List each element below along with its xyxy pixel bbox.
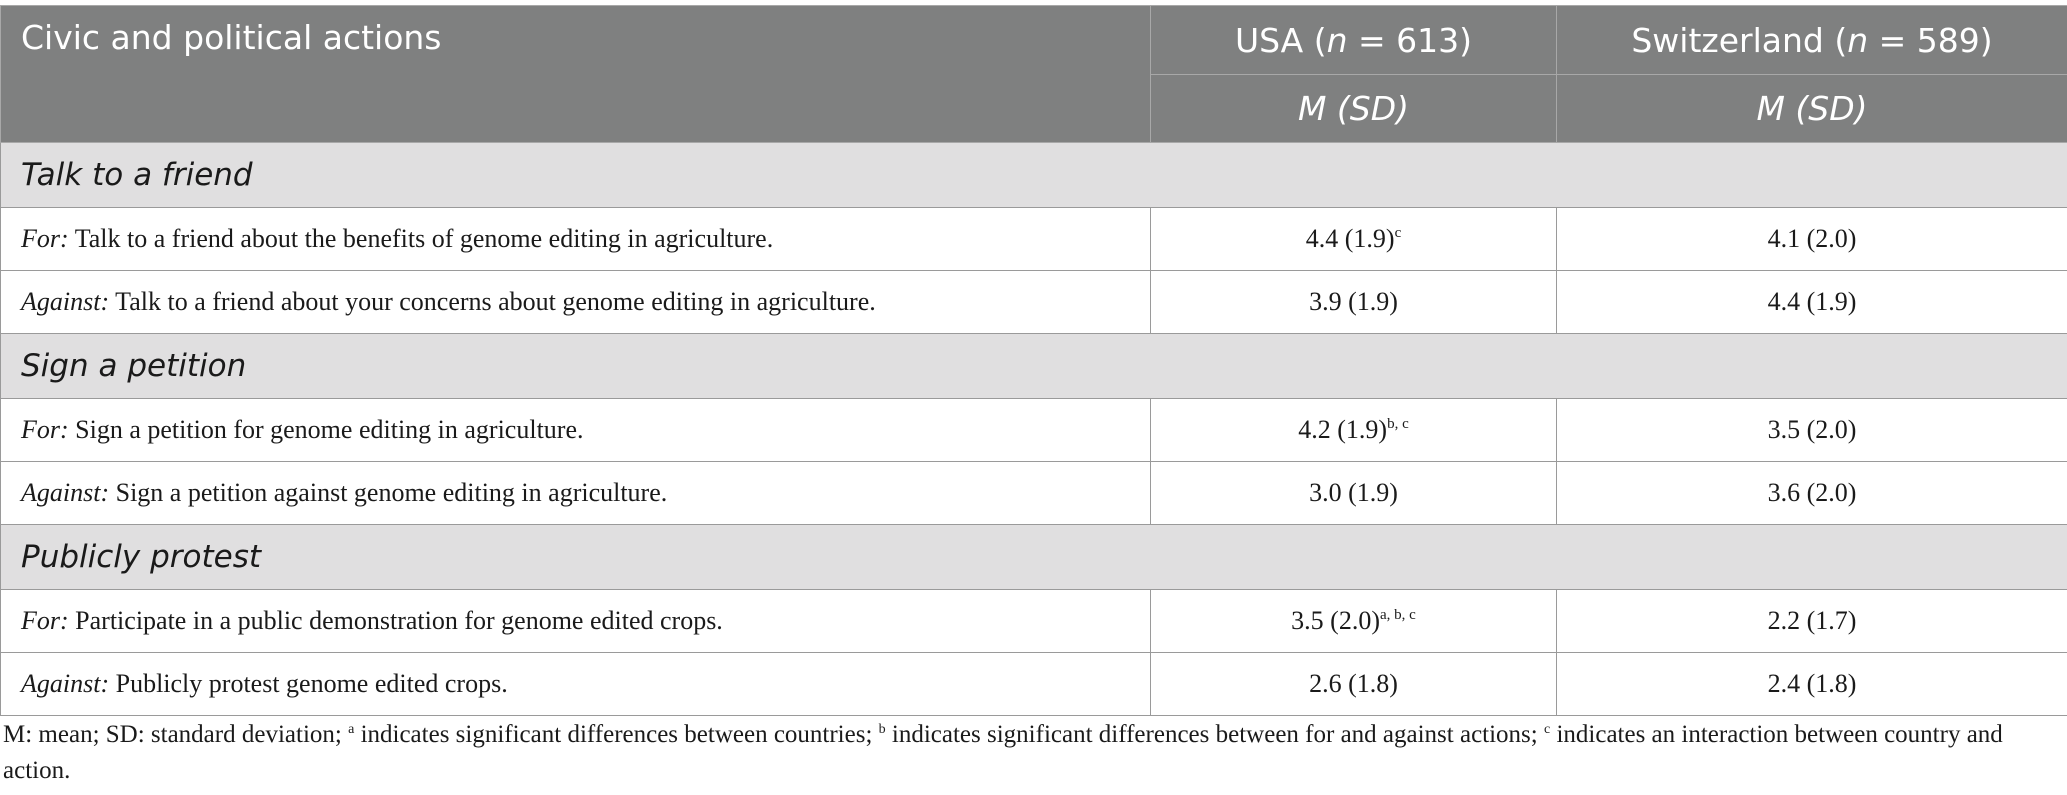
usa-footnote-marker: a, b, c	[1380, 607, 1416, 623]
usa-value-cell: 3.9 (1.9)	[1150, 270, 1557, 334]
table-row: For: Sign a petition for genome editing …	[0, 398, 2067, 462]
usa-value-cell: 2.6 (1.8)	[1150, 652, 1557, 716]
action-text: Talk to a friend about the benefits of g…	[68, 224, 774, 253]
action-text: Sign a petition against genome editing i…	[109, 478, 668, 507]
usa-footnote-marker: c	[1394, 225, 1402, 241]
section-row-protest: Publicly protest	[0, 524, 2067, 590]
stance-label: For:	[21, 415, 69, 444]
table-row: For: Talk to a friend about the benefits…	[0, 207, 2067, 271]
usa-value-cell: 4.2 (1.9)b, c	[1150, 398, 1557, 462]
table-row: Against: Sign a petition against genome …	[0, 461, 2067, 525]
usa-value: 4.4 (1.9)	[1305, 224, 1395, 253]
swiss-value: 2.2 (1.7)	[1556, 589, 2067, 653]
header-switzerland: Switzerland (n = 589)	[1556, 5, 2067, 75]
header-actions: Civic and political actions	[0, 5, 1151, 143]
header-usa-suffix: = 613)	[1347, 20, 1473, 60]
table-footnote: M: mean; SD: standard deviation; a indic…	[3, 717, 2033, 789]
action-cell: Against: Talk to a friend about your con…	[0, 270, 1151, 334]
stance-label: Against:	[21, 478, 110, 507]
action-text: Talk to a friend about your concerns abo…	[109, 287, 876, 316]
header-usa: USA (n = 613)	[1150, 5, 1557, 75]
section-title: Sign a petition	[0, 333, 2067, 399]
stance-label: Against:	[21, 287, 110, 316]
footnote-text: M: mean; SD: standard deviation;	[3, 721, 349, 748]
usa-value: 2.6 (1.8)	[1309, 669, 1398, 698]
stance-label: For:	[21, 606, 69, 635]
footnote-marker-c: c	[1543, 722, 1551, 737]
header-usa-n: n	[1326, 20, 1348, 60]
action-cell: Against: Sign a petition against genome …	[0, 461, 1151, 525]
usa-value-cell: 4.4 (1.9)c	[1150, 207, 1557, 271]
action-cell: For: Sign a petition for genome editing …	[0, 398, 1151, 462]
header-switzerland-suffix: = 589)	[1868, 20, 1993, 60]
header-switzerland-prefix: Switzerland (	[1631, 20, 1848, 60]
header-usa-prefix: USA (	[1234, 20, 1327, 60]
section-row-petition: Sign a petition	[0, 333, 2067, 399]
usa-value: 3.5 (2.0)	[1291, 606, 1380, 635]
section-row-talk: Talk to a friend	[0, 142, 2067, 208]
swiss-value: 3.5 (2.0)	[1556, 398, 2067, 462]
subheader-switzerland: M (SD)	[1556, 74, 2067, 143]
swiss-value: 4.4 (1.9)	[1556, 270, 2067, 334]
usa-value-cell: 3.5 (2.0)a, b, c	[1150, 589, 1557, 653]
usa-value-cell: 3.0 (1.9)	[1150, 461, 1557, 525]
action-cell: Against: Publicly protest genome edited …	[0, 652, 1151, 716]
action-cell: For: Participate in a public demonstrati…	[0, 589, 1151, 653]
header-switzerland-n: n	[1847, 20, 1869, 60]
section-title: Talk to a friend	[0, 142, 2067, 208]
swiss-value: 4.1 (2.0)	[1556, 207, 2067, 271]
subheader-row: M (SD) M (SD)	[1, 74, 2067, 143]
action-text: Sign a petition for genome editing in ag…	[68, 415, 584, 444]
results-table: Civic and political actions USA (n = 613…	[0, 5, 2067, 716]
stance-label: For:	[21, 224, 69, 253]
action-cell: For: Talk to a friend about the benefits…	[0, 207, 1151, 271]
footnote-text: indicates an interaction between country…	[3, 721, 2003, 784]
footnote-marker-a: a	[348, 722, 355, 737]
table-row: Against: Talk to a friend about your con…	[0, 270, 2067, 334]
usa-value: 3.9 (1.9)	[1309, 287, 1398, 316]
swiss-value: 3.6 (2.0)	[1556, 461, 2067, 525]
action-text: Participate in a public demonstration fo…	[68, 606, 723, 635]
usa-value: 4.2 (1.9)	[1298, 415, 1388, 444]
footnote-text: indicates significant differences betwee…	[354, 721, 879, 748]
footnote-text: indicates significant differences betwee…	[885, 721, 1544, 748]
section-title: Publicly protest	[0, 524, 2067, 590]
usa-footnote-marker: b, c	[1387, 416, 1409, 432]
footnote-marker-b: b	[878, 722, 886, 737]
usa-value: 3.0 (1.9)	[1309, 478, 1398, 507]
header-row: Civic and political actions USA (n = 613…	[0, 5, 2067, 143]
table-row: Against: Publicly protest genome edited …	[0, 652, 2067, 716]
table-row: For: Participate in a public demonstrati…	[0, 589, 2067, 653]
action-text: Publicly protest genome edited crops.	[109, 669, 508, 698]
swiss-value: 2.4 (1.8)	[1556, 652, 2067, 716]
stance-label: Against:	[21, 669, 110, 698]
subheader-usa: M (SD)	[1150, 74, 1557, 143]
